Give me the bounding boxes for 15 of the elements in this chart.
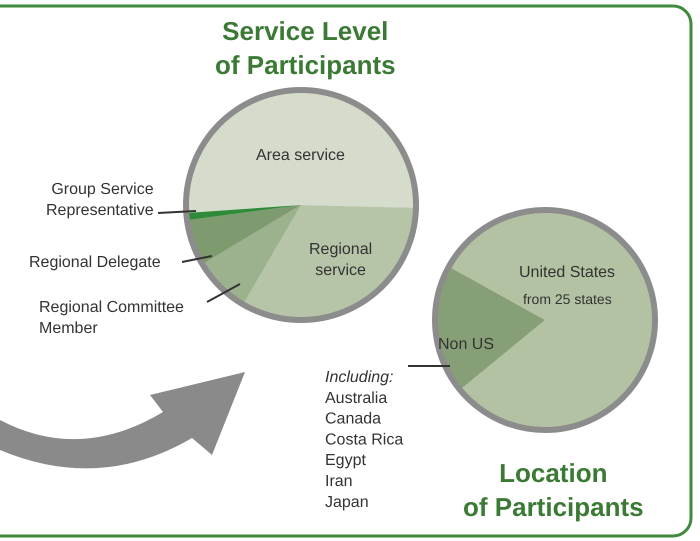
text: from 25 states <box>523 291 612 307</box>
chart-title: Service Level of Participants <box>215 16 396 80</box>
pie-slice <box>202 205 301 304</box>
slice-label: Group Service Representative <box>46 181 154 219</box>
text: Including: Australia Canada Costa Rica Egypt Iran Japan <box>325 369 404 511</box>
slice-label: United States <box>519 264 616 281</box>
slice-label: Area service <box>256 147 346 164</box>
slice-label: Regional service <box>309 241 372 279</box>
slice-label: Non US <box>438 336 494 353</box>
pie-slice <box>243 205 416 320</box>
text: Location of Participants <box>463 458 644 522</box>
pie-slice <box>187 205 301 264</box>
slice-label: Regional Delegate <box>29 254 161 271</box>
slice-label: Regional Committee Member <box>39 299 184 337</box>
pie-slice <box>186 90 416 214</box>
